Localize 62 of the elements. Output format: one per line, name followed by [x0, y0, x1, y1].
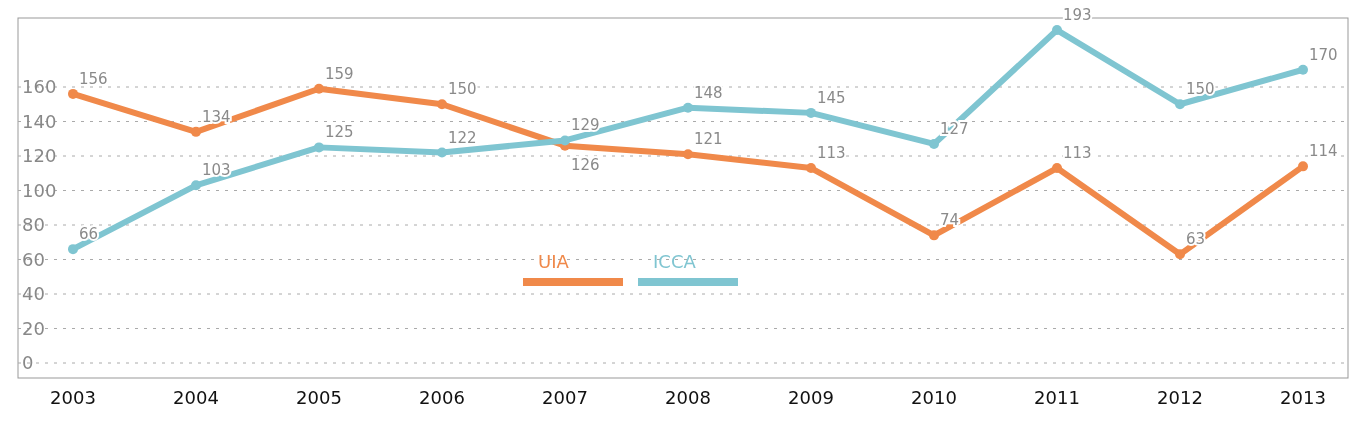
point [806, 107, 816, 118]
y-tick-label: 80 [22, 214, 45, 236]
x-tick-label: 2008 [665, 387, 711, 408]
x-tick-label: 2005 [296, 387, 342, 408]
data-label: 126 [571, 155, 600, 174]
text: ICCA [653, 251, 697, 272]
data-label: 134 [202, 107, 231, 126]
data-label: 113 [1063, 144, 1092, 163]
data-label: 66 [79, 225, 99, 244]
x-tick-label: 2007 [542, 387, 588, 408]
x-tick-label: 2010 [911, 387, 957, 408]
point [560, 135, 570, 146]
point [1298, 64, 1308, 75]
point [437, 99, 447, 110]
y-tick-label: 160 [22, 76, 57, 98]
x-tick-label: 2006 [419, 387, 465, 408]
x-tick-label: 2011 [1034, 387, 1080, 408]
text: UIA [538, 251, 570, 272]
point [1052, 163, 1062, 174]
data-label: 114 [1309, 142, 1338, 161]
y-tick-label: 140 [22, 110, 57, 132]
y-tick-label: 100 [22, 179, 57, 201]
point [1175, 249, 1185, 260]
data-label: 113 [817, 144, 846, 163]
point [806, 163, 816, 174]
x-tick-label: 2012 [1157, 387, 1203, 408]
point [68, 244, 78, 255]
data-label: 103 [202, 161, 231, 180]
point [437, 147, 447, 158]
data-label: 156 [79, 69, 108, 88]
point [1175, 99, 1185, 110]
data-label: 193 [1063, 6, 1092, 25]
y-tick-label: 20 [22, 317, 45, 339]
point [314, 83, 324, 94]
point [929, 230, 939, 241]
x-tick-label: 2009 [788, 387, 834, 408]
point [929, 138, 939, 149]
y-tick-label: 0 [22, 352, 34, 374]
y-tick-label: 60 [22, 248, 45, 270]
point [314, 142, 324, 153]
data-label: 150 [448, 80, 477, 99]
point [683, 149, 693, 160]
x-tick-label: 2003 [50, 387, 96, 408]
y-tick-label: 120 [22, 145, 57, 167]
data-label: 145 [817, 88, 846, 107]
point [191, 126, 201, 137]
point [191, 180, 201, 191]
x-tick-label: 2013 [1280, 387, 1326, 408]
point [683, 102, 693, 113]
data-label: 150 [1186, 80, 1215, 99]
data-label: 148 [694, 83, 723, 102]
data-label: 125 [325, 123, 354, 142]
data-label: 129 [571, 116, 600, 135]
data-label: 159 [325, 64, 354, 83]
data-label: 170 [1309, 45, 1338, 64]
data-label: 122 [448, 128, 477, 147]
x-tick-label: 2004 [173, 387, 219, 408]
point [1298, 161, 1308, 172]
point [1052, 25, 1062, 36]
point [68, 88, 78, 99]
data-label: 121 [694, 130, 723, 149]
y-tick-label: 40 [22, 283, 45, 305]
